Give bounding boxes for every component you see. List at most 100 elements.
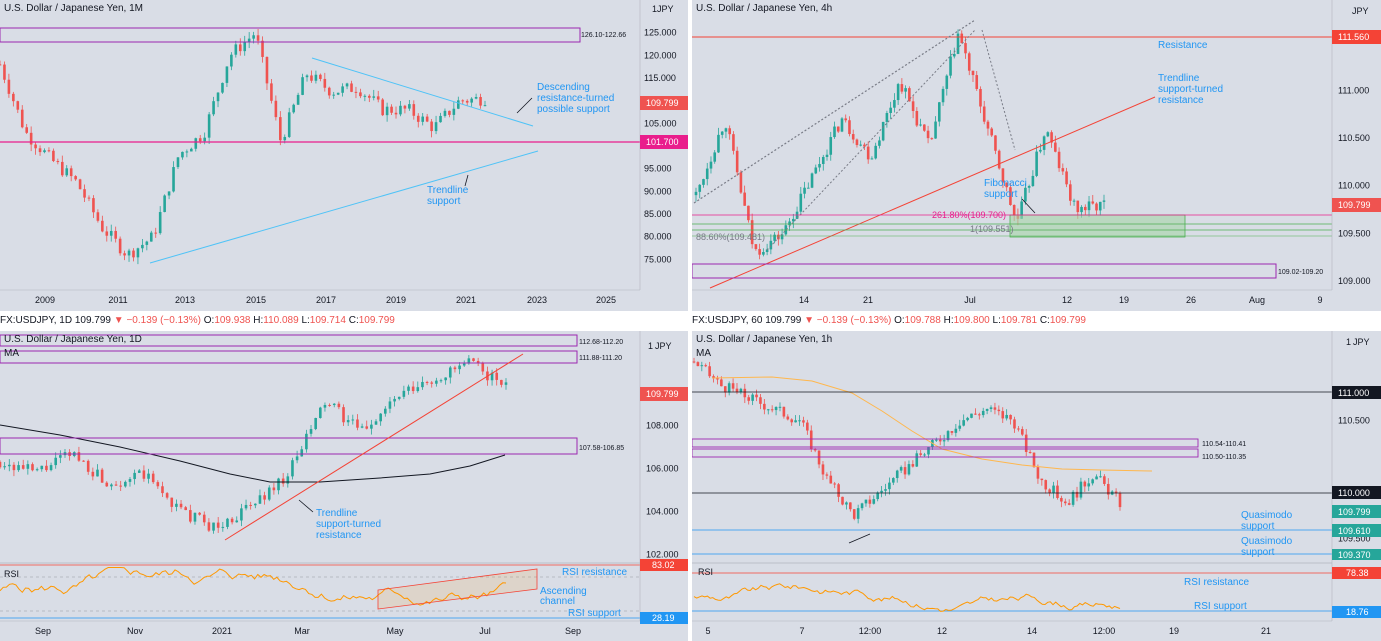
- monthly-annotation-possible: possible support: [537, 104, 610, 115]
- y-tick-label: 109.500: [1338, 534, 1371, 544]
- candle-body: [724, 128, 728, 132]
- daily-trendline: [224, 353, 524, 541]
- candle-body: [337, 403, 341, 408]
- candle-body: [1075, 491, 1079, 498]
- h4-trendline: [709, 96, 1156, 289]
- candle-body: [904, 88, 907, 92]
- candle-body: [457, 100, 460, 109]
- candle-body: [170, 497, 174, 507]
- candle-body: [461, 100, 465, 102]
- monthly-level-tag: 101.700: [646, 137, 679, 147]
- candle-body: [20, 109, 24, 128]
- x-tick-label: 2025: [596, 295, 616, 305]
- candle-body: [735, 150, 739, 173]
- monthly-chart-svg[interactable]: 126.10-122.66 Descending resistance-turn…: [0, 0, 688, 311]
- candle-body: [1087, 201, 1091, 211]
- daily-zone-label-0: 112.68-112.20: [579, 339, 623, 346]
- h1-chart-svg[interactable]: 110.54-110.41 110.50-110.35 Quasimodo su…: [692, 331, 1381, 641]
- monthly-resistance-zone: [0, 27, 581, 43]
- y-tick-label: 108.000: [646, 420, 679, 430]
- candle-body: [792, 218, 795, 222]
- daily-ticker-change: ▼ −0.139 (−0.13%): [113, 315, 201, 326]
- candle-body: [743, 192, 746, 206]
- candle-body: [1099, 476, 1102, 478]
- candle-body: [65, 168, 69, 176]
- chart-panel-1h[interactable]: 110.54-110.41 110.50-110.35 Quasimodo su…: [692, 331, 1381, 641]
- x-tick-label: 2017: [316, 295, 336, 305]
- monthly-annotation-descending: Descending: [537, 82, 590, 93]
- y-tick-label: 80.000: [644, 232, 672, 242]
- daily-y-ticks: 102.000 104.000 106.000 108.000: [646, 420, 679, 559]
- candle-body: [114, 484, 118, 486]
- candle-body: [384, 408, 387, 414]
- candle-body: [755, 394, 758, 398]
- h1-ticker-h: H:: [943, 315, 954, 326]
- candle-body: [799, 193, 803, 212]
- candle-body: [907, 464, 911, 475]
- daily-ticker-o: O:: [203, 315, 215, 326]
- chart-panel-4h[interactable]: Resistance Trendline support-turned resi…: [692, 0, 1381, 311]
- candle-body: [985, 408, 989, 411]
- candle-body: [179, 503, 183, 508]
- candle-body: [1080, 206, 1083, 213]
- y-tick-label: 102.000: [646, 549, 679, 559]
- h1-ticker: FX:USDJPY, 60 109.799 ▼ −0.139 (−0.13%) …: [692, 315, 1086, 326]
- candle-body: [207, 522, 211, 531]
- monthly-unit: JPY: [657, 4, 674, 14]
- candle-body: [118, 238, 122, 254]
- candle-body: [376, 96, 380, 100]
- h1-rsi-line: [693, 583, 1121, 612]
- candle-body: [194, 138, 198, 149]
- candle-body: [38, 148, 42, 153]
- daily-ticker-o-val: 109.938: [214, 315, 251, 326]
- candle-body: [938, 439, 942, 442]
- candle-body: [190, 148, 193, 152]
- candle-body: [100, 469, 104, 483]
- candle-body: [946, 431, 950, 441]
- candle-body: [265, 56, 269, 84]
- candle-body: [855, 139, 859, 146]
- h4-chart-svg[interactable]: Resistance Trendline support-turned resi…: [692, 0, 1381, 311]
- candle-body: [390, 106, 393, 113]
- candle-body: [151, 473, 155, 483]
- candle-body: [967, 53, 971, 71]
- candle-body: [1039, 149, 1042, 152]
- candle-body: [267, 487, 271, 500]
- daily-chart-svg[interactable]: 112.68-112.20 111.88-111.20 107.58-106.8…: [0, 331, 688, 641]
- candle-body: [1063, 501, 1067, 504]
- candle-body: [735, 388, 739, 393]
- daily-annotation-support-turned: support-turned: [316, 519, 381, 530]
- candle-body: [291, 460, 294, 477]
- candle-body: [92, 198, 95, 213]
- candle-body: [915, 453, 919, 467]
- candle-body: [421, 381, 424, 388]
- candle-body: [230, 518, 234, 523]
- candle-body: [960, 33, 964, 44]
- candle-body: [34, 144, 37, 149]
- h4-annotation-fibonacci: Fibonacci: [984, 178, 1027, 189]
- candle-body: [21, 465, 25, 469]
- chart-panel-monthly[interactable]: 126.10-122.66 Descending resistance-turn…: [0, 0, 688, 311]
- x-tick-label: 5: [705, 626, 710, 636]
- candle-body: [773, 234, 776, 241]
- candle-body: [323, 404, 327, 408]
- daily-rsi-tag-bg-1: [640, 612, 688, 624]
- candle-body: [1083, 481, 1087, 487]
- candle-body: [833, 126, 836, 138]
- chart-panel-daily[interactable]: 112.68-112.20 111.88-111.20 107.58-106.8…: [0, 331, 688, 641]
- candle-body: [156, 482, 160, 487]
- candle-body: [132, 250, 135, 258]
- candle-body: [203, 137, 206, 142]
- candle-body: [365, 426, 369, 429]
- candle-body: [360, 426, 364, 428]
- candle-body: [782, 406, 786, 417]
- x-tick-label: 12:00: [859, 626, 882, 636]
- candle-body: [889, 107, 892, 114]
- monthly-annotation-support: support: [427, 196, 461, 207]
- candle-body: [407, 386, 410, 391]
- candle-body: [1056, 485, 1059, 498]
- candle-body: [403, 105, 407, 109]
- candle-body: [876, 492, 879, 500]
- candle-body: [1098, 201, 1102, 211]
- candle-body: [958, 425, 962, 429]
